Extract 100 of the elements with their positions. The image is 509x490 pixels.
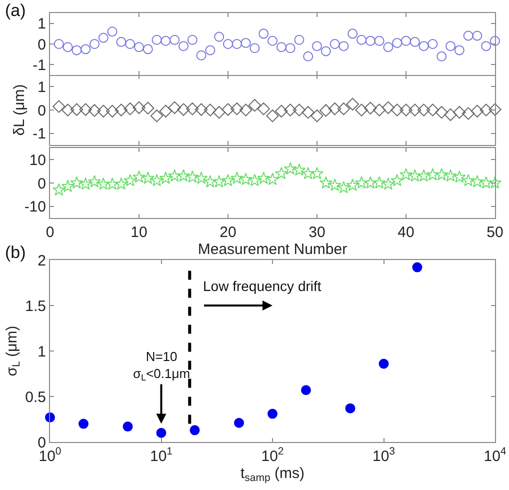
- point: [239, 172, 252, 186]
- point: [212, 106, 226, 119]
- point: [374, 36, 384, 46]
- point: [186, 102, 199, 116]
- point: [284, 104, 297, 116]
- point: [346, 178, 360, 191]
- point: [392, 38, 402, 48]
- point: [222, 174, 234, 186]
- point: [470, 104, 484, 118]
- point: [222, 103, 234, 116]
- point: [142, 102, 154, 114]
- point: [230, 102, 244, 116]
- point: [72, 45, 82, 56]
- point: [223, 39, 233, 49]
- point: [383, 42, 394, 52]
- point: [292, 104, 306, 116]
- point: [70, 103, 84, 116]
- annotation: N=10 σ$_{L}$<0.1μm: [133, 349, 190, 383]
- point: [266, 109, 279, 122]
- point: [274, 166, 288, 180]
- point: [462, 107, 475, 120]
- point: [257, 172, 270, 184]
- y-tick-label: 0: [38, 36, 46, 54]
- point: [444, 169, 457, 182]
- y-tick-label: 1: [38, 343, 46, 360]
- point: [132, 101, 146, 114]
- point: [160, 36, 171, 46]
- point: [61, 180, 74, 192]
- point: [426, 168, 440, 180]
- point: [320, 46, 331, 56]
- point: [444, 108, 457, 122]
- point: [177, 169, 190, 182]
- y-tick-label: -1: [32, 126, 46, 143]
- point: [205, 45, 216, 56]
- y-axis-title: δL (μm): [10, 84, 28, 136]
- point: [462, 174, 475, 186]
- point: [187, 34, 198, 45]
- text: (a): [5, 1, 26, 20]
- point: [159, 104, 172, 118]
- y-tick-label: 0: [38, 434, 46, 452]
- point: [364, 176, 377, 189]
- point: [141, 172, 154, 184]
- point: [62, 42, 73, 52]
- point: [303, 51, 314, 62]
- text: (b): [5, 243, 26, 262]
- x-tick-label: 10$^{1}$: [150, 446, 173, 465]
- point: [124, 102, 136, 116]
- point: [52, 183, 66, 196]
- point: [275, 104, 288, 118]
- point: [204, 104, 217, 116]
- point: [194, 172, 208, 184]
- point: [328, 102, 342, 116]
- point: [418, 41, 429, 52]
- point: [401, 36, 411, 46]
- point: [490, 36, 500, 46]
- point: [97, 104, 110, 118]
- point: [435, 106, 448, 119]
- point: [79, 177, 92, 190]
- point: [337, 180, 350, 194]
- point: [346, 98, 359, 111]
- point: [310, 166, 324, 180]
- point: [364, 102, 377, 114]
- point: [106, 104, 119, 118]
- point: [330, 39, 340, 49]
- point: [310, 109, 324, 122]
- point: [88, 104, 101, 117]
- point: [276, 42, 286, 52]
- point: [196, 50, 206, 60]
- point: [150, 109, 164, 122]
- point: [472, 30, 482, 41]
- y-tick-label: 10: [29, 152, 46, 169]
- point: [481, 41, 492, 52]
- point: [356, 34, 366, 45]
- point: [194, 103, 208, 116]
- point: [114, 177, 128, 190]
- point: [106, 177, 119, 190]
- point: [417, 169, 430, 182]
- y-tick-label: 2: [38, 252, 46, 270]
- point: [116, 36, 126, 47]
- point: [134, 42, 144, 52]
- point: [88, 175, 101, 188]
- x-tick-label: 10: [130, 224, 148, 241]
- point: [239, 104, 252, 116]
- annotation: Low frequency drift: [203, 278, 322, 294]
- point: [142, 44, 153, 54]
- point: [382, 101, 395, 114]
- x-tick-label: 10$^{2}$: [261, 446, 284, 465]
- point: [152, 34, 162, 45]
- y-tick-label: -1: [32, 56, 46, 74]
- point: [319, 176, 332, 189]
- point: [435, 168, 448, 180]
- y-tick-label: 0: [38, 175, 46, 192]
- point: [470, 175, 484, 188]
- x-tick-label: 10$^{4}$: [484, 446, 506, 465]
- point: [408, 169, 422, 182]
- point: [178, 41, 188, 52]
- point: [294, 34, 304, 45]
- point: [248, 174, 262, 186]
- point: [177, 103, 190, 116]
- point: [400, 168, 412, 180]
